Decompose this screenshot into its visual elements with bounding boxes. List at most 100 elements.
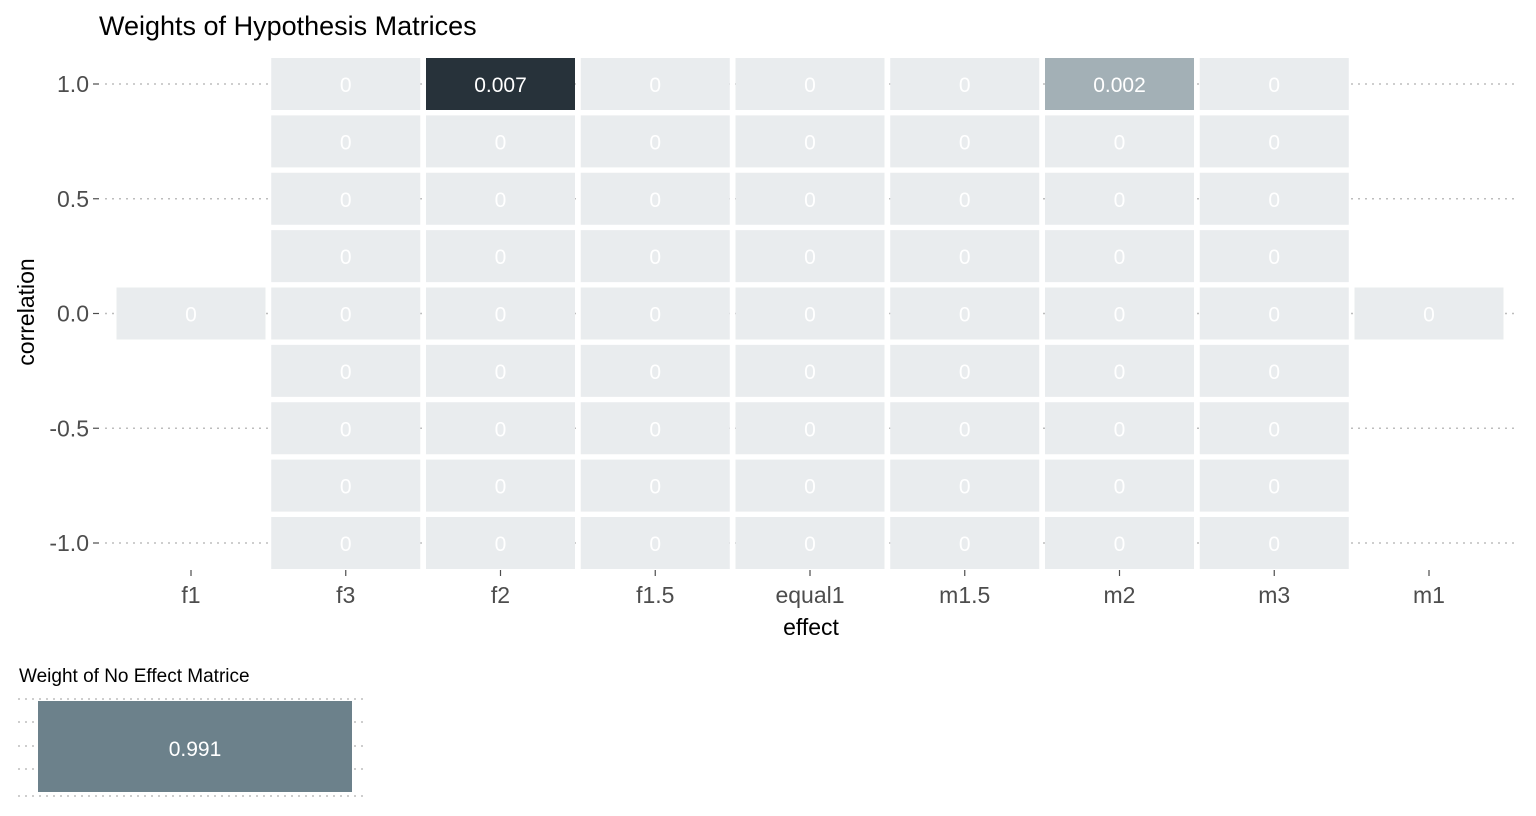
heatmap-cell-equal1--1	[735, 517, 885, 569]
cell-value-label: 0	[1268, 476, 1280, 499]
y-tick-label: 0.0	[57, 301, 89, 327]
cell-value-label: 0	[340, 189, 352, 212]
heatmap-cell-f3-0	[271, 287, 421, 340]
cell-value-label: 0	[959, 189, 971, 212]
heatmap-cell-f1.5--0.25	[580, 344, 730, 397]
cell-value-label: 0	[340, 246, 352, 269]
heatmap-cell-f1.5-0.25	[580, 230, 730, 283]
y-tick-label: -1.0	[49, 530, 89, 556]
heatmap-cell-m2-1	[1045, 58, 1194, 110]
heatmap-cell-f1-0	[116, 287, 266, 340]
cell-value-label: 0	[649, 476, 661, 499]
cell-value-label: 0	[340, 131, 352, 154]
heatmap-cell-m2-0.5	[1045, 172, 1194, 225]
cell-value-label: 0	[1114, 246, 1126, 269]
cell-value-label: 0	[495, 189, 507, 212]
heatmap-cell-m2-0.75	[1045, 115, 1194, 168]
cell-value-label: 0	[959, 476, 971, 499]
cell-value-label: 0	[649, 131, 661, 154]
cell-value-label: 0.002	[1093, 74, 1146, 97]
cell-value-label: 0	[959, 418, 971, 441]
cell-value-label: 0	[1268, 189, 1280, 212]
heatmap-cell-f3--0.75	[271, 459, 421, 512]
heatmap-cell-f2-0.5	[426, 172, 575, 225]
heatmap-cell-f3-0.75	[271, 115, 421, 168]
cell-value-label: 0	[804, 361, 816, 384]
cell-value-label: 0	[1114, 131, 1126, 154]
cell-value-label: 0	[495, 304, 507, 327]
no-effect-chart-title: Weight of No Effect Matrice	[19, 666, 250, 687]
heatmap-cell-m1.5-1	[890, 58, 1040, 110]
cell-value-label: 0	[340, 304, 352, 327]
heatmap-cell-m3-0.5	[1199, 172, 1349, 225]
heatmap-cell-m1.5--0.75	[890, 459, 1040, 512]
heatmap-cell-m1.5-0	[890, 287, 1040, 340]
cell-value-label: 0	[495, 361, 507, 384]
cell-value-label: 0	[649, 361, 661, 384]
cell-value-label: 0	[1114, 304, 1126, 327]
heatmap-cell-m3-0	[1199, 287, 1349, 340]
heatmap-cell-m1.5--0.5	[890, 402, 1040, 455]
cell-value-label: 0	[1268, 74, 1280, 97]
x-tick-label-f3: f3	[336, 582, 355, 608]
heatmap-cell-m3--1	[1199, 517, 1349, 569]
heatmap-cell-m3-1	[1199, 58, 1349, 110]
heatmap-cell-equal1--0.5	[735, 402, 885, 455]
cell-value-label: 0	[1268, 533, 1280, 556]
heatmap-cell-f1.5--0.75	[580, 459, 730, 512]
heatmap-cell-f2-0	[426, 287, 575, 340]
heatmap-cell-m1.5--1	[890, 517, 1040, 569]
heatmap-cell-f2--0.25	[426, 344, 575, 397]
heatmap-cell-m2-0	[1045, 287, 1194, 340]
cell-value-label: 0	[1268, 246, 1280, 269]
heatmap-cell-f2--1	[426, 517, 575, 569]
heatmap-cell-m2--1	[1045, 517, 1194, 569]
cell-value-label: 0	[804, 189, 816, 212]
cell-value-label: 0	[804, 304, 816, 327]
cell-value-label: 0	[804, 418, 816, 441]
cell-value-label: 0	[804, 246, 816, 269]
cell-value-label: 0	[1114, 189, 1126, 212]
heatmap-cell-m2--0.25	[1045, 344, 1194, 397]
heatmap-cell-f1.5--0.5	[580, 402, 730, 455]
heatmap-cell-equal1-0.75	[735, 115, 885, 168]
heatmap-cell-f2-1	[426, 58, 575, 110]
heatmap-cell-f3--0.25	[271, 344, 421, 397]
cell-value-label: 0	[804, 131, 816, 154]
cell-value-label: 0	[1114, 476, 1126, 499]
heatmap-cell-f1.5-0.5	[580, 172, 730, 225]
y-axis-title: correlation	[13, 258, 39, 365]
cell-value-label: 0	[1114, 361, 1126, 384]
heatmap-cell-f3-0.5	[271, 172, 421, 225]
heatmap-cell-m2--0.5	[1045, 402, 1194, 455]
heatmap-cell-f2-0.75	[426, 115, 575, 168]
heatmap-cell-m1.5-0.5	[890, 172, 1040, 225]
heatmap-cell-f1.5-0.75	[580, 115, 730, 168]
main-chart-title: Weights of Hypothesis Matrices	[99, 11, 477, 41]
heatmap-cell-f3--1	[271, 517, 421, 569]
cell-value-label: 0	[959, 131, 971, 154]
cell-value-label: 0	[1423, 304, 1435, 327]
cell-value-label: 0	[185, 304, 197, 327]
heatmap-cell-equal1-0	[735, 287, 885, 340]
cell-value-label: 0	[1268, 304, 1280, 327]
cell-value-label: 0	[495, 418, 507, 441]
cell-value-label: 0	[959, 361, 971, 384]
cell-value-label: 0	[340, 533, 352, 556]
y-axis: 1.0 0.5 0.0 -0.5 -1.0	[49, 71, 99, 556]
x-tick-label-m3: m3	[1258, 582, 1290, 608]
x-tick-label-f1: f1	[181, 582, 200, 608]
heatmap-cell-m1.5--0.25	[890, 344, 1040, 397]
x-tick-label-f1.5: f1.5	[636, 582, 674, 608]
cell-value-label: 0	[495, 533, 507, 556]
no-effect-value-label: 0.991	[169, 738, 222, 761]
cell-value-label: 0	[495, 476, 507, 499]
cell-value-label: 0	[959, 533, 971, 556]
heatmap-cell-equal1-0.25	[735, 230, 885, 283]
y-tick-label: -0.5	[49, 415, 89, 441]
cell-value-label: 0	[340, 476, 352, 499]
heatmap-cell-f1.5-0	[580, 287, 730, 340]
x-axis-title: effect	[783, 614, 839, 640]
cell-value-label: 0	[804, 533, 816, 556]
y-tick-label: 0.5	[57, 186, 89, 212]
